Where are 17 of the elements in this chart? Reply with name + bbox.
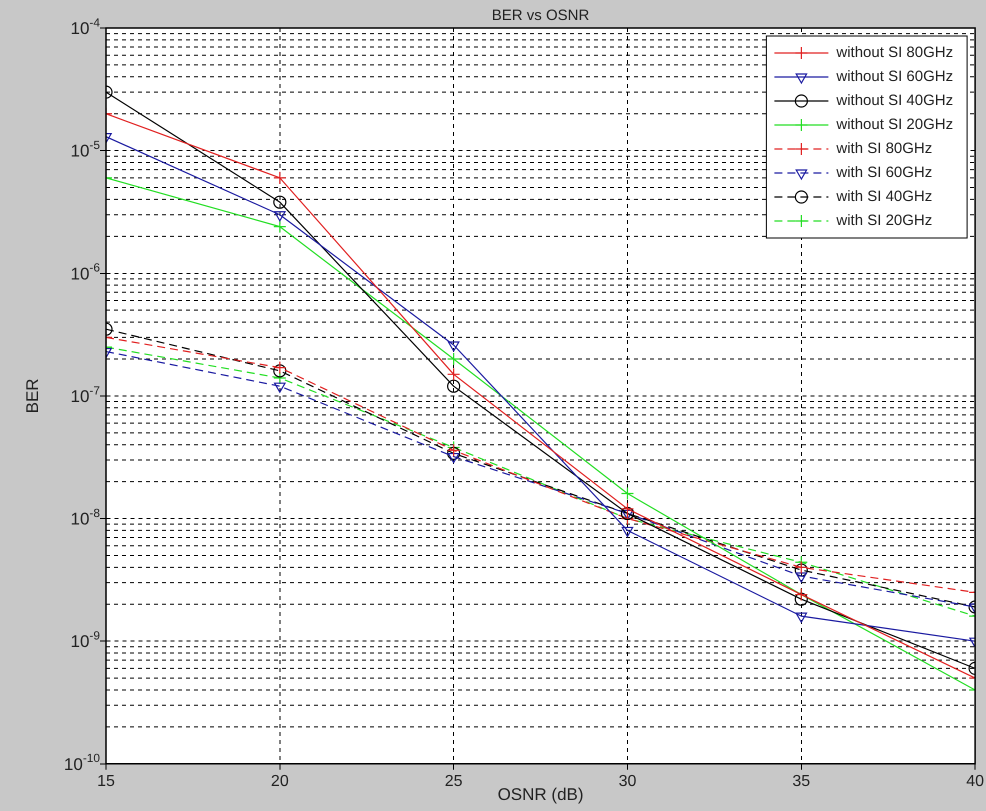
x-tick-label: 35 (792, 772, 810, 790)
legend-label: with SI 20GHz (835, 212, 932, 230)
x-tick-label: 30 (618, 772, 636, 790)
x-tick-label: 40 (966, 772, 984, 790)
x-tick-label: 20 (270, 772, 289, 790)
legend-label: with SI 80GHz (835, 140, 932, 158)
x-tick-label: 25 (444, 772, 463, 790)
x-axis-title: OSNR (dB) (498, 784, 584, 804)
chart-title: BER vs OSNR (492, 7, 590, 24)
x-tick-label: 15 (97, 772, 115, 790)
legend-label: with SI 40GHz (835, 188, 932, 206)
legend-label: without SI 20GHz (835, 116, 954, 134)
legend-label: without SI 60GHz (835, 68, 954, 86)
legend-label: without SI 40GHz (835, 92, 954, 110)
legend-label: without SI 80GHz (835, 44, 954, 62)
y-axis-title: BER (23, 378, 42, 414)
legend-label: with SI 60GHz (835, 164, 932, 182)
